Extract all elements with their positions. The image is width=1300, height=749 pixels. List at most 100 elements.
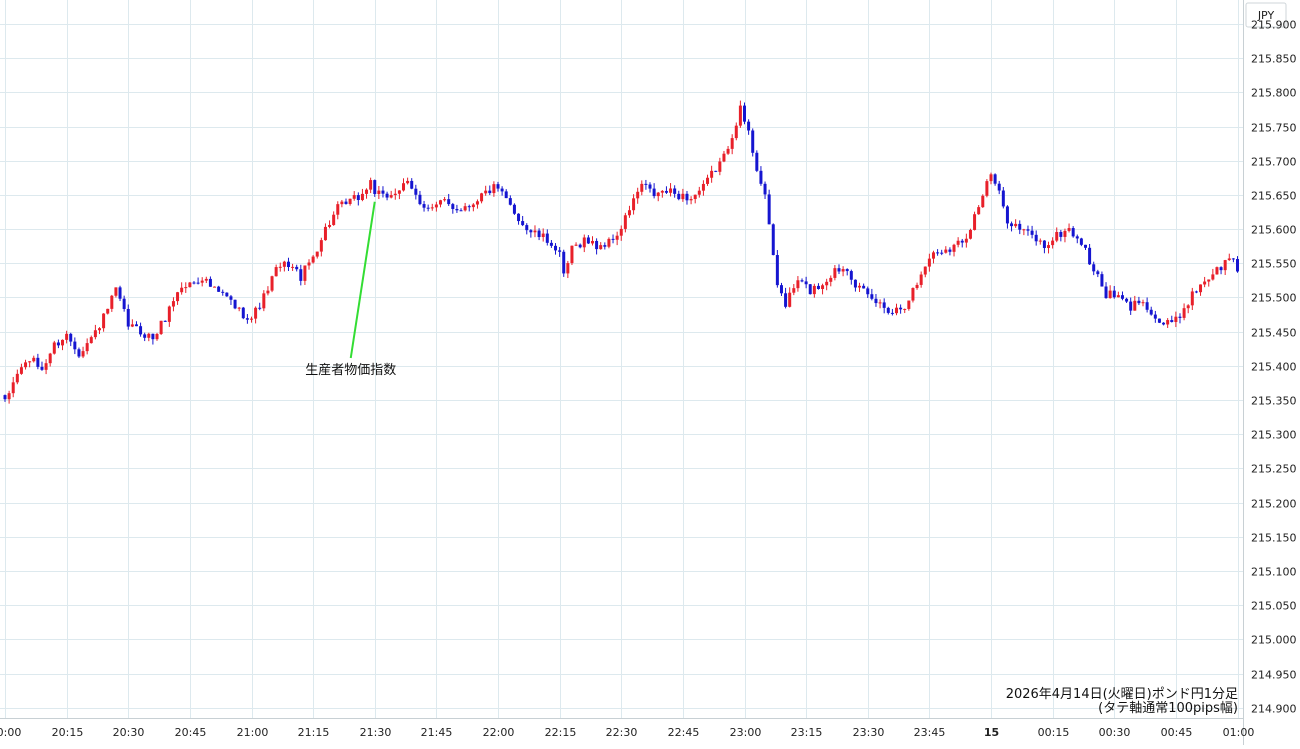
candle-body	[599, 245, 603, 250]
candle-body	[1170, 320, 1174, 323]
candle-body	[1092, 264, 1096, 272]
candle-body	[619, 228, 623, 236]
candle-body	[110, 295, 114, 309]
candle-body	[360, 193, 364, 201]
candle-body	[262, 293, 266, 309]
x-tick-label: 21:45	[421, 726, 453, 739]
candle-body	[61, 339, 65, 346]
candle-body	[24, 362, 28, 368]
price-axis: 215.900 215.850 215.800 215.750 215.700 215.6…	[1251, 19, 1297, 716]
candle-body	[841, 269, 845, 272]
candle-body	[681, 193, 685, 200]
candle-body	[899, 307, 903, 310]
candle-body	[615, 235, 619, 240]
candle-body	[632, 198, 636, 211]
candle-body	[940, 252, 944, 254]
candle-body	[163, 320, 167, 322]
candle-body	[882, 302, 886, 308]
x-tick-label: 22:00	[483, 726, 515, 739]
candle-body	[196, 282, 200, 284]
candle-body	[915, 284, 919, 289]
candle-body	[866, 288, 870, 295]
candle-body	[1096, 271, 1100, 275]
candle-body	[233, 299, 237, 309]
candle-body	[952, 244, 956, 252]
candle-body	[102, 313, 106, 329]
candle-body	[434, 204, 438, 208]
candle-body	[32, 357, 36, 362]
candle-body	[430, 207, 434, 209]
candle-body	[176, 292, 180, 302]
candle-body	[180, 287, 184, 293]
candle-body	[743, 105, 746, 122]
candle-body	[660, 190, 664, 193]
candle-body	[1227, 258, 1231, 261]
candle-body	[644, 183, 648, 185]
candle-body	[426, 207, 430, 209]
y-tick-label: 215.600	[1251, 224, 1297, 237]
candle-body	[438, 200, 442, 205]
candle-body	[853, 279, 857, 288]
y-tick-label: 215.400	[1251, 361, 1297, 374]
candle-body	[944, 249, 948, 253]
candle-body	[640, 183, 644, 192]
candle-body	[796, 280, 800, 289]
y-tick-label: 215.800	[1251, 87, 1297, 100]
candle-body	[981, 195, 985, 208]
candle-body	[1129, 301, 1133, 311]
candle-body	[529, 230, 533, 233]
candle-body	[1223, 260, 1227, 271]
candle-body	[1178, 316, 1182, 318]
candle-body	[1010, 223, 1014, 227]
candle-body	[147, 333, 151, 338]
y-tick-label: 215.650	[1251, 190, 1297, 203]
candle-body	[451, 204, 455, 209]
candle-body	[977, 207, 981, 215]
candle-body	[118, 287, 122, 299]
chart-caption-line2: (タテ軸通常100pips幅)	[1098, 701, 1238, 716]
candle-body	[7, 393, 11, 400]
candle-body	[299, 269, 303, 281]
candle-body	[973, 214, 977, 230]
candle-body	[611, 238, 615, 240]
candle-body	[393, 193, 397, 196]
candle-body	[323, 226, 327, 241]
candle-body	[340, 201, 344, 205]
candle-body	[44, 363, 48, 370]
x-tick-label: 20:30	[113, 726, 145, 739]
candle-body	[1162, 322, 1166, 325]
candle-body	[15, 373, 19, 383]
candle-body	[804, 281, 808, 285]
candle-body	[496, 184, 500, 189]
x-tick-label: 01:00	[1223, 726, 1255, 739]
candle-body	[81, 351, 85, 357]
candle-body	[1112, 290, 1116, 298]
candle-body	[11, 382, 15, 394]
candle-body	[800, 280, 804, 282]
candle-body	[130, 324, 134, 327]
candle-body	[685, 193, 689, 201]
candle-body	[1022, 229, 1026, 231]
y-tick-label: 215.550	[1251, 258, 1297, 271]
candle-body	[911, 288, 915, 301]
candle-body	[623, 215, 627, 229]
candle-body	[812, 285, 816, 295]
candle-body	[948, 249, 952, 252]
candle-body	[964, 238, 968, 243]
candle-body	[669, 188, 673, 193]
candle-body	[332, 214, 336, 225]
candle-body	[730, 138, 734, 149]
candle-body	[895, 307, 899, 314]
x-tick-label: 00:15	[1038, 726, 1070, 739]
candle-body	[40, 366, 44, 370]
candle-body	[463, 206, 467, 211]
candle-body	[447, 199, 451, 205]
candle-body	[1116, 295, 1120, 298]
x-tick-label: 00:30	[1099, 726, 1131, 739]
y-tick-label: 215.050	[1251, 600, 1297, 613]
candle-body	[710, 170, 714, 178]
candle-body	[418, 194, 422, 205]
candle-body	[886, 307, 890, 313]
candle-body	[874, 298, 878, 304]
